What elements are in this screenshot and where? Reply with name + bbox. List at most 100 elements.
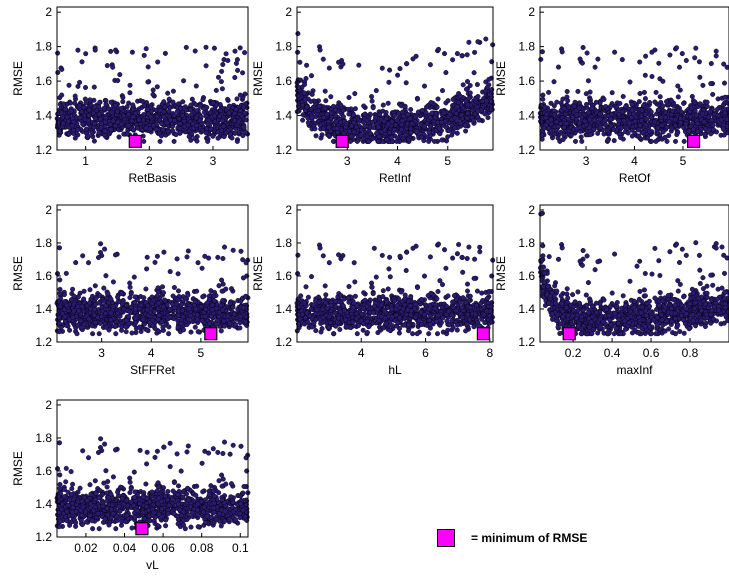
data-point: [346, 94, 352, 100]
data-point: [457, 93, 463, 99]
data-point: [609, 111, 615, 117]
data-point: [571, 103, 577, 109]
data-point: [130, 106, 136, 112]
data-point: [178, 321, 184, 327]
data-point: [143, 125, 149, 131]
data-point: [326, 65, 332, 71]
data-point: [664, 138, 670, 144]
y-axis-label: RMSE: [11, 256, 25, 291]
data-point: [165, 90, 171, 96]
data-point: [186, 134, 192, 140]
data-point: [167, 315, 173, 321]
data-point: [445, 134, 451, 140]
data-point: [582, 118, 588, 124]
data-point: [589, 105, 595, 111]
data-point: [92, 283, 98, 289]
data-point: [103, 101, 109, 107]
data-point: [464, 115, 470, 121]
data-point: [415, 96, 421, 102]
y-tick-label: 1.8: [35, 236, 52, 250]
data-point: [692, 55, 698, 61]
data-point: [484, 98, 490, 104]
data-point: [218, 107, 224, 113]
data-point: [108, 310, 114, 316]
data-point: [460, 82, 466, 88]
minimum-marker: [686, 134, 701, 148]
data-point: [194, 312, 200, 318]
data-point: [170, 293, 176, 299]
data-point: [180, 327, 186, 333]
data-point: [435, 331, 441, 337]
data-point: [127, 284, 133, 290]
data-point: [371, 245, 377, 251]
data-point: [647, 128, 653, 134]
data-point: [718, 117, 724, 123]
data-point: [220, 297, 226, 303]
data-point: [98, 121, 104, 127]
y-axis-label: RMSE: [251, 61, 265, 96]
data-point: [436, 241, 442, 247]
x-tick-label: 5: [444, 154, 451, 168]
data-point: [643, 122, 649, 128]
y-tick-label: 1.8: [35, 40, 52, 54]
data-point: [387, 274, 393, 280]
data-point: [145, 106, 151, 112]
point-cloud: [294, 241, 496, 337]
data-point: [421, 123, 427, 129]
data-point: [237, 45, 243, 51]
data-point: [579, 60, 585, 66]
data-point: [183, 296, 189, 302]
data-point: [230, 304, 236, 310]
data-point: [124, 104, 130, 110]
data-point: [611, 138, 617, 144]
data-point: [670, 108, 676, 114]
data-point: [197, 103, 203, 109]
data-point: [240, 70, 246, 76]
data-point: [304, 104, 310, 110]
data-point: [565, 98, 571, 104]
data-point: [334, 125, 340, 131]
data-point: [136, 117, 142, 123]
data-point: [386, 79, 392, 85]
data-point: [119, 324, 125, 330]
data-point: [59, 110, 65, 116]
data-point: [561, 124, 567, 130]
data-point: [322, 88, 328, 94]
data-point: [305, 120, 311, 126]
data-point: [539, 49, 545, 55]
data-point: [71, 293, 77, 299]
data-point: [465, 78, 471, 84]
data-point: [199, 318, 205, 324]
data-point: [441, 110, 447, 116]
data-point: [551, 79, 557, 85]
data-point: [604, 127, 610, 133]
data-point: [428, 100, 434, 106]
data-point: [81, 321, 87, 327]
data-point: [592, 64, 598, 70]
data-point: [617, 100, 623, 106]
data-point: [337, 327, 343, 333]
data-point: [127, 82, 133, 88]
data-point: [573, 138, 579, 144]
data-point: [399, 126, 405, 132]
data-point: [133, 320, 139, 326]
data-point: [64, 302, 70, 308]
data-point: [436, 46, 442, 52]
data-point: [225, 313, 231, 319]
data-point: [120, 99, 126, 105]
data-point: [66, 82, 72, 88]
data-point: [681, 100, 687, 106]
minimum-marker: [128, 134, 142, 148]
data-point: [653, 89, 659, 95]
data-point: [154, 114, 160, 120]
data-point: [131, 300, 137, 306]
data-point: [56, 329, 62, 335]
data-point: [442, 51, 448, 57]
data-point: [487, 91, 493, 97]
data-point: [435, 96, 441, 102]
data-point: [688, 114, 694, 120]
data-point: [157, 138, 163, 144]
data-point: [103, 324, 109, 330]
data-point: [475, 93, 481, 99]
data-point: [72, 93, 78, 99]
